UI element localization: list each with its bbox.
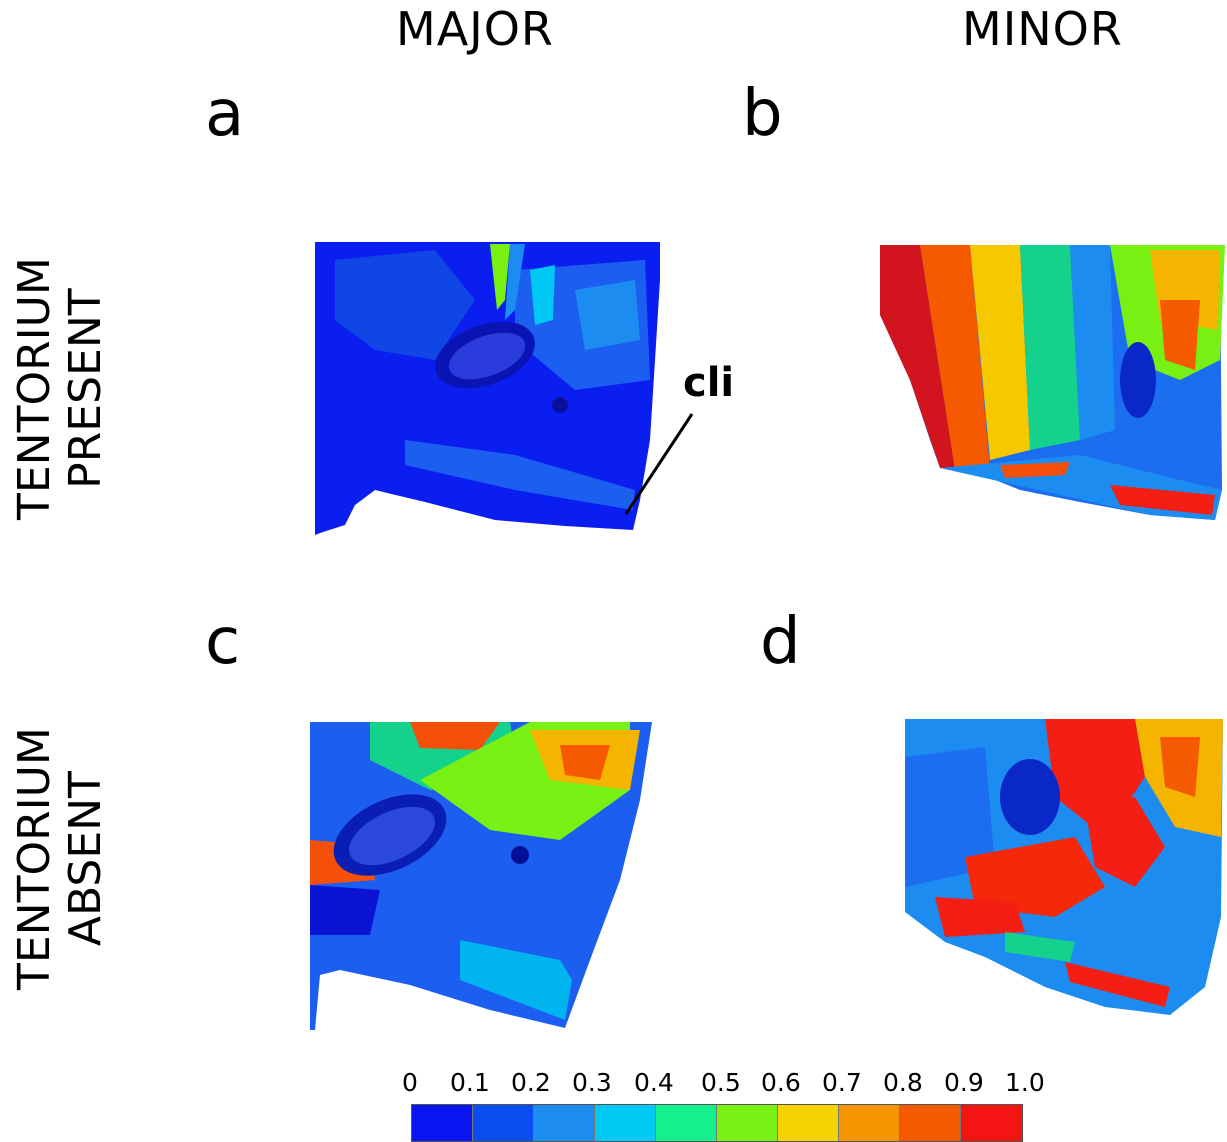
row-label-tentorium-present: TENTORIUM PRESENT bbox=[9, 257, 111, 520]
color-scale-cell bbox=[839, 1105, 900, 1141]
scale-tick: 0.5 bbox=[701, 1068, 741, 1097]
scale-tick: 0.9 bbox=[944, 1068, 984, 1097]
scale-tick: 0.2 bbox=[511, 1068, 551, 1097]
color-scale-cell bbox=[595, 1105, 656, 1141]
row-label-top-line1: TENTORIUM bbox=[9, 257, 60, 520]
column-header-major: MAJOR bbox=[396, 2, 554, 56]
color-scale-cell bbox=[412, 1105, 473, 1141]
scale-tick: 1.0 bbox=[1005, 1068, 1045, 1097]
scale-tick: 0.7 bbox=[822, 1068, 862, 1097]
panel-letter-b: b bbox=[742, 77, 783, 151]
panel-letter-a: a bbox=[205, 77, 245, 151]
scale-tick: 0.1 bbox=[450, 1068, 490, 1097]
panel-b-image bbox=[880, 240, 1225, 530]
color-scale-cell bbox=[778, 1105, 839, 1141]
panel-letter-d: d bbox=[760, 605, 801, 679]
row-label-bottom-line1: TENTORIUM bbox=[9, 727, 60, 990]
color-scale-cell bbox=[961, 1105, 1022, 1141]
color-scale-bar bbox=[411, 1104, 1023, 1142]
panel-letter-c: c bbox=[205, 605, 241, 679]
color-scale-cell bbox=[473, 1105, 534, 1141]
color-scale-cell bbox=[717, 1105, 778, 1141]
row-label-top-line2: PRESENT bbox=[59, 288, 111, 489]
row-label-tentorium-absent: TENTORIUM ABSENT bbox=[9, 727, 111, 990]
cli-label: cli bbox=[683, 360, 735, 406]
panel-c-image bbox=[310, 720, 655, 1030]
panel-a-image bbox=[315, 240, 660, 535]
color-scale-cell bbox=[656, 1105, 717, 1141]
column-header-minor: MINOR bbox=[962, 2, 1123, 56]
scale-tick: 0 bbox=[402, 1068, 418, 1097]
scale-tick: 0.3 bbox=[572, 1068, 612, 1097]
cli-pointer-line bbox=[624, 413, 694, 515]
panel-d-image bbox=[905, 717, 1223, 1027]
color-scale-cell bbox=[534, 1105, 595, 1141]
row-label-bottom-line2: ABSENT bbox=[59, 771, 111, 947]
scale-tick: 0.4 bbox=[634, 1068, 674, 1097]
scale-tick: 0.6 bbox=[761, 1068, 801, 1097]
color-scale-cell bbox=[900, 1105, 961, 1141]
scale-tick: 0.8 bbox=[883, 1068, 923, 1097]
